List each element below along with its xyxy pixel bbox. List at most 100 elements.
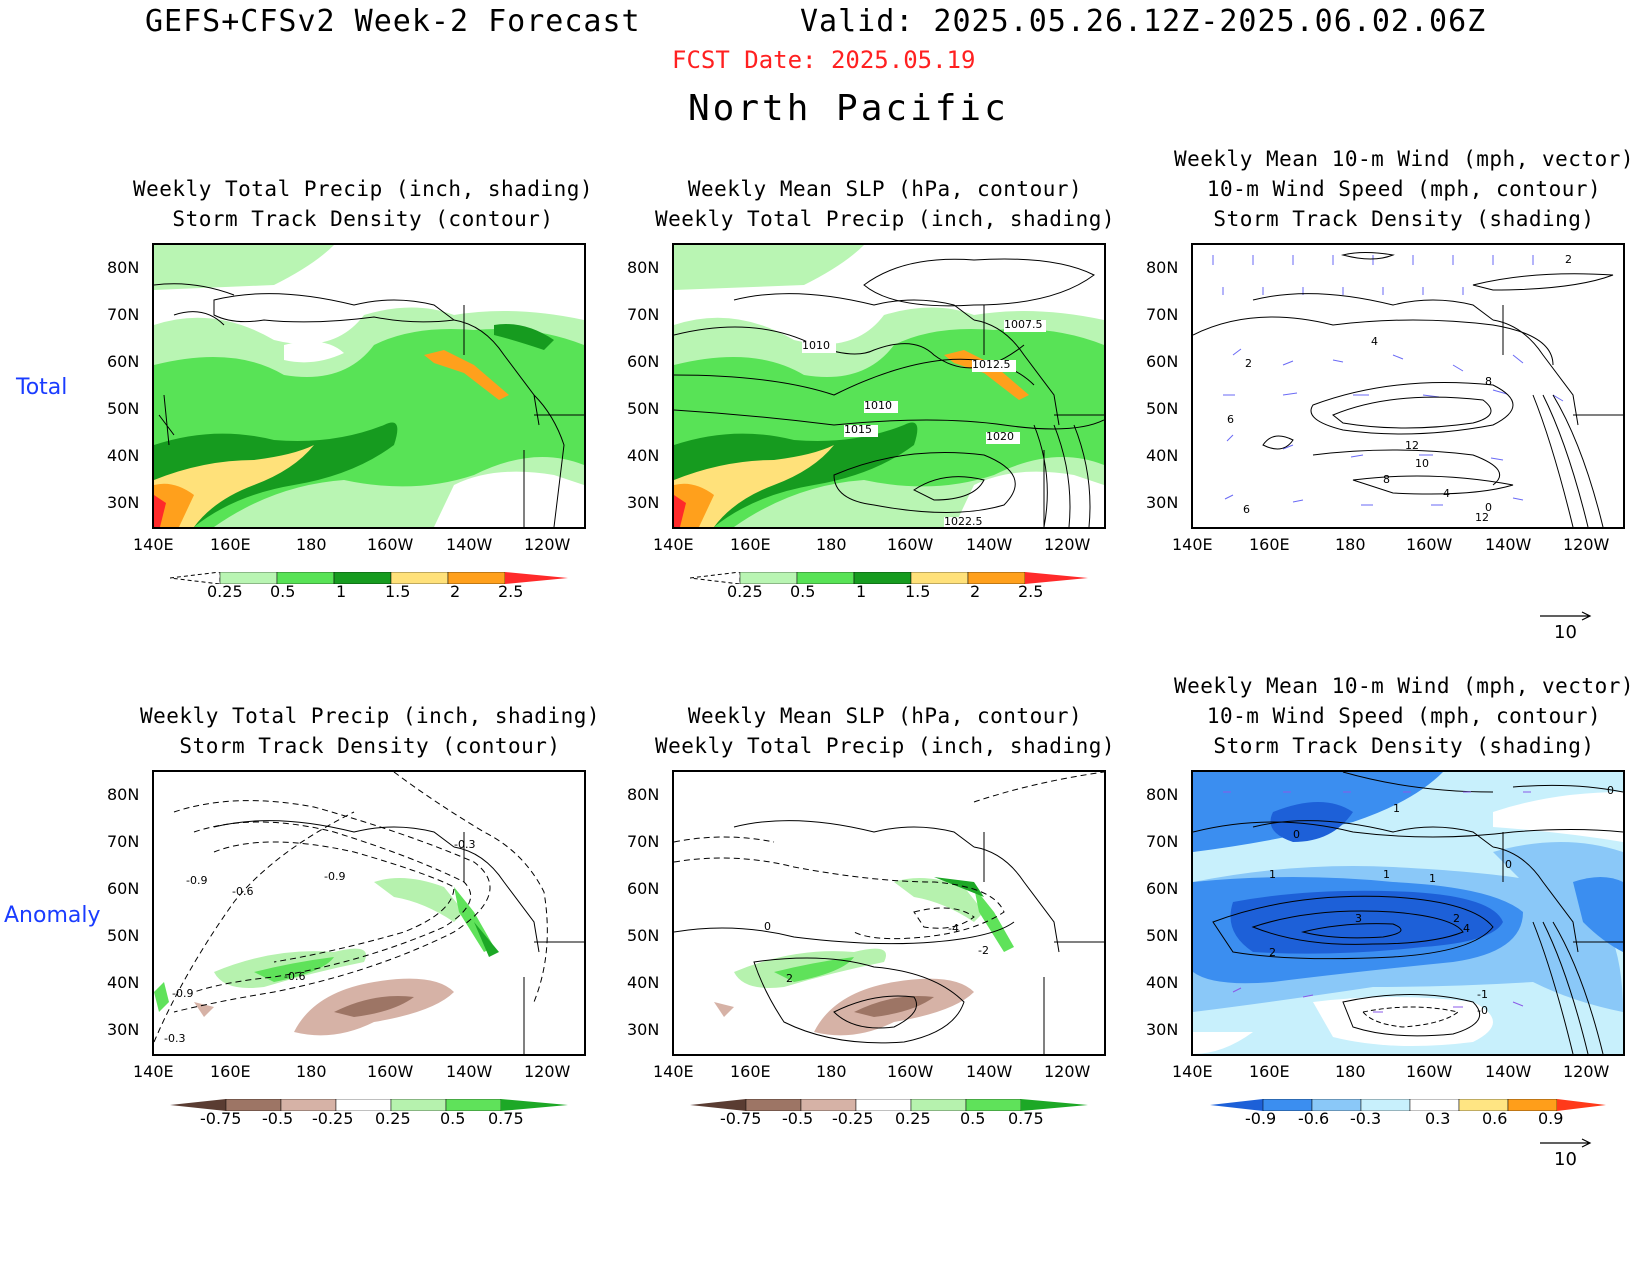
lon-tick-140w: 140W xyxy=(966,535,1013,554)
map-panel-1 xyxy=(152,243,586,529)
lat-tick-50n: 50N xyxy=(107,926,140,945)
lat-tick-40n: 40N xyxy=(627,973,660,992)
slp-anom-label-0: 0 xyxy=(764,920,771,933)
slp-label-1012: 1012.5 xyxy=(972,358,1011,371)
cbar1-label-1: 0.5 xyxy=(270,582,296,601)
slp-anom-label-2: -2 xyxy=(978,944,989,957)
storm-anom-shading-p6 xyxy=(1193,772,1623,1054)
storm-anom-label-2: -0.6 xyxy=(232,885,254,898)
lon-tick-160e: 160E xyxy=(1249,1062,1290,1081)
map-panel-2: 1010 1007.5 1012.5 1010 1015 1020 1022.5 xyxy=(672,243,1106,529)
slp-label-1022: 1022.5 xyxy=(944,515,983,528)
storm-lbl-6: 0 xyxy=(1505,858,1512,871)
lon-tick-140w: 140W xyxy=(446,1062,493,1081)
storm-lbl-3: 1 xyxy=(1269,868,1276,881)
slp-label-1007: 1007.5 xyxy=(1004,318,1043,331)
lat-tick-60n: 60N xyxy=(1146,879,1179,898)
region-title: North Pacific xyxy=(688,88,1009,129)
cbar2-label-5: 2.5 xyxy=(1018,582,1044,601)
panel6-title: Weekly Mean 10-m Wind (mph, vector) 10-m… xyxy=(1163,671,1645,761)
panel1-title-line1: Weekly Total Precip (inch, shading) xyxy=(133,177,594,201)
wind-label-9: 0 xyxy=(1485,501,1492,514)
storm-lbl-12: -0 xyxy=(1477,1004,1488,1017)
lon-tick-160e: 160E xyxy=(730,1062,771,1081)
panel1-title: Weekly Total Precip (inch, shading) Stor… xyxy=(133,174,593,234)
slp-precip-p2 xyxy=(674,245,1104,527)
lat-tick-50n: 50N xyxy=(627,926,660,945)
cbar6-label-3: 0.3 xyxy=(1425,1109,1451,1128)
lon-tick-120w: 120W xyxy=(1563,1062,1610,1081)
lat-tick-40n: 40N xyxy=(627,446,660,465)
lat-tick-30n: 30N xyxy=(1146,1020,1179,1039)
figure-title: GEFS+CFSv2 Week-2 Forecast xyxy=(145,4,641,39)
panel6-title-line1: Weekly Mean 10-m Wind (mph, vector) xyxy=(1173,674,1634,698)
cbar4-label-2: -0.25 xyxy=(312,1109,354,1128)
lon-tick-180: 180 xyxy=(816,535,847,554)
cbar1-label-0: 0.25 xyxy=(207,582,243,601)
cbar4-label-5: 0.75 xyxy=(488,1109,524,1128)
lat-tick-40n: 40N xyxy=(107,973,140,992)
lat-tick-50n: 50N xyxy=(627,399,660,418)
lon-tick-180: 180 xyxy=(1335,535,1366,554)
panel5-title-line2: Weekly Total Precip (inch, shading) xyxy=(655,734,1116,758)
wind-label-3: 6 xyxy=(1227,413,1234,426)
panel3-title: Weekly Mean 10-m Wind (mph, vector) 10-m… xyxy=(1163,144,1645,234)
wind-vectors-p3 xyxy=(1193,252,1623,527)
cbar4-label-4: 0.5 xyxy=(440,1109,466,1128)
lon-tick-180: 180 xyxy=(816,1062,847,1081)
panel3-title-line2: 10-m Wind Speed (mph, contour) xyxy=(1206,177,1602,201)
lon-tick-140w: 140W xyxy=(1485,535,1532,554)
lon-tick-140e: 140E xyxy=(653,535,694,554)
lat-tick-80n: 80N xyxy=(1146,785,1179,804)
precip-shading-p1 xyxy=(154,245,584,527)
slp-anom-p5 xyxy=(674,772,1104,1054)
storm-lbl-4: 1 xyxy=(1383,868,1390,881)
cbar2-label-1: 0.5 xyxy=(790,582,816,601)
storm-lbl-2: 0 xyxy=(1293,828,1300,841)
panel5-title: Weekly Mean SLP (hPa, contour) Weekly To… xyxy=(655,701,1115,761)
cbar1-label-3: 1.5 xyxy=(385,582,411,601)
forecast-date: FCST Date: 2025.05.19 xyxy=(672,46,976,74)
lat-tick-80n: 80N xyxy=(627,258,660,277)
lat-tick-30n: 30N xyxy=(107,493,140,512)
lat-tick-30n: 30N xyxy=(107,1020,140,1039)
cbar2-label-4: 2 xyxy=(970,582,981,601)
storm-anom-label-4: -0.9 xyxy=(172,987,194,1000)
lon-tick-180: 180 xyxy=(1335,1062,1366,1081)
lon-tick-120w: 120W xyxy=(1044,535,1091,554)
panel6-title-line3: Storm Track Density (shading) xyxy=(1213,734,1595,758)
lon-tick-160w: 160W xyxy=(1406,535,1453,554)
lon-tick-140w: 140W xyxy=(1485,1062,1532,1081)
cbar4-label-0: -0.75 xyxy=(200,1109,242,1128)
lon-tick-120w: 120W xyxy=(1563,535,1610,554)
lat-tick-50n: 50N xyxy=(1146,926,1179,945)
lat-tick-80n: 80N xyxy=(1146,258,1179,277)
cbar6-label-4: 0.6 xyxy=(1482,1109,1508,1128)
lat-tick-70n: 70N xyxy=(627,305,660,324)
lat-tick-60n: 60N xyxy=(107,879,140,898)
cbar1-label-5: 2.5 xyxy=(498,582,524,601)
cbar6-label-2: -0.3 xyxy=(1350,1109,1382,1128)
lat-tick-60n: 60N xyxy=(107,352,140,371)
panel3-title-line1: Weekly Mean 10-m Wind (mph, vector) xyxy=(1173,147,1634,171)
lon-tick-160w: 160W xyxy=(887,535,934,554)
slp-label-1020: 1020 xyxy=(986,430,1014,443)
cbar5-label-5: 0.75 xyxy=(1008,1109,1044,1128)
lat-tick-60n: 60N xyxy=(1146,352,1179,371)
lat-tick-70n: 70N xyxy=(107,305,140,324)
panel6-title-line2: 10-m Wind Speed (mph, contour) xyxy=(1206,704,1602,728)
lon-tick-160e: 160E xyxy=(210,1062,251,1081)
lat-tick-40n: 40N xyxy=(107,446,140,465)
lon-tick-160w: 160W xyxy=(887,1062,934,1081)
storm-lbl-11: -1 xyxy=(1477,988,1488,1001)
lon-tick-140e: 140E xyxy=(133,535,174,554)
cbar2-label-2: 1 xyxy=(856,582,867,601)
lon-tick-120w: 120W xyxy=(524,535,571,554)
wind-label-4: 8 xyxy=(1485,375,1492,388)
cbar5-label-0: -0.75 xyxy=(720,1109,762,1128)
cbar5-label-2: -0.25 xyxy=(832,1109,874,1128)
lat-tick-70n: 70N xyxy=(107,832,140,851)
wind-label-7: 8 xyxy=(1383,473,1390,486)
storm-lbl-10: 2 xyxy=(1269,946,1276,959)
cbar5-label-3: 0.25 xyxy=(895,1109,931,1128)
